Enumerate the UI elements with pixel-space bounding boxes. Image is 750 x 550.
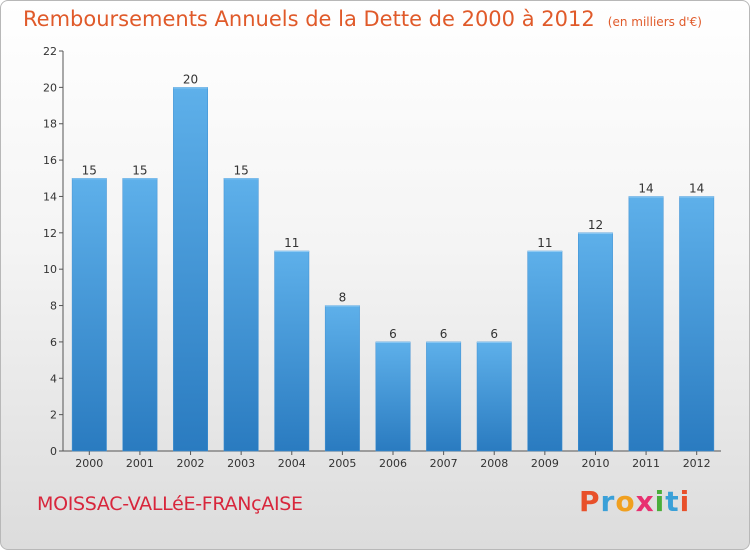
bar-2008 xyxy=(476,341,512,452)
y-tick-label: 10 xyxy=(43,263,57,276)
x-tick-label: 2011 xyxy=(632,457,660,470)
bar-value-label: 15 xyxy=(234,163,249,177)
y-tick-label: 2 xyxy=(50,409,57,422)
bar-2011 xyxy=(628,196,664,452)
bar-value-label: 12 xyxy=(588,218,603,232)
x-tick-label: 2008 xyxy=(480,457,508,470)
labels: 0 2 4 6 8 10 12 14 16 18 20 22 15 2000 15 2001 20 2002 15 2… xyxy=(43,45,711,470)
y-tick-label: 16 xyxy=(43,154,57,167)
bar-value-label: 6 xyxy=(389,327,397,341)
chart-subtitle: (en milliers d'€) xyxy=(607,15,702,29)
chart-title: Remboursements Annuels de la Dette de 20… xyxy=(23,7,595,31)
x-tick-label: 2010 xyxy=(581,457,609,470)
y-tick-label: 12 xyxy=(43,227,57,240)
bar-value-label: 6 xyxy=(440,327,448,341)
bar-value-label: 15 xyxy=(132,163,147,177)
bar-2006 xyxy=(375,341,411,452)
x-tick-label: 2001 xyxy=(126,457,154,470)
x-tick-label: 2005 xyxy=(328,457,356,470)
proxiti-logo: Proxiti xyxy=(579,485,691,518)
y-tick-label: 4 xyxy=(50,372,57,385)
y-tick-label: 8 xyxy=(50,300,57,313)
bar-value-label: 11 xyxy=(284,236,299,250)
bar-2004 xyxy=(274,250,310,452)
bar-value-label: 6 xyxy=(490,327,498,341)
x-tick-label: 2000 xyxy=(75,457,103,470)
x-tick-label: 2009 xyxy=(531,457,559,470)
x-tick-label: 2012 xyxy=(683,457,711,470)
title-row: Remboursements Annuels de la Dette de 20… xyxy=(23,7,702,31)
bar-value-label: 20 xyxy=(183,72,198,86)
x-tick-label: 2002 xyxy=(177,457,205,470)
bar-2009 xyxy=(527,250,563,452)
y-tick-label: 22 xyxy=(43,45,57,58)
bar-value-label: 14 xyxy=(638,181,653,195)
y-tick-label: 14 xyxy=(43,190,57,203)
bar-value-label: 8 xyxy=(339,291,347,305)
bar-value-label: 11 xyxy=(537,236,552,250)
commune-name: MOISSAC-VALLéE-FRANçAISE xyxy=(37,493,303,515)
bars xyxy=(71,87,715,452)
bar-2005 xyxy=(324,305,360,452)
bar-2010 xyxy=(578,232,613,452)
bar-2007 xyxy=(426,341,462,452)
y-tick-label: 18 xyxy=(43,118,57,131)
x-tick-label: 2003 xyxy=(227,457,255,470)
bar-2012 xyxy=(679,196,715,452)
bar-value-label: 15 xyxy=(82,163,97,177)
bar-2001 xyxy=(122,178,158,452)
bar-2000 xyxy=(71,178,107,452)
x-tick-label: 2006 xyxy=(379,457,407,470)
bar-2002 xyxy=(173,87,208,452)
y-tick-label: 20 xyxy=(43,81,57,94)
x-tick-label: 2007 xyxy=(430,457,458,470)
bar-value-label: 14 xyxy=(689,181,704,195)
y-tick-label: 0 xyxy=(50,445,57,458)
bar-2003 xyxy=(223,178,259,452)
x-tick-label: 2004 xyxy=(278,457,306,470)
y-tick-label: 6 xyxy=(50,336,57,349)
